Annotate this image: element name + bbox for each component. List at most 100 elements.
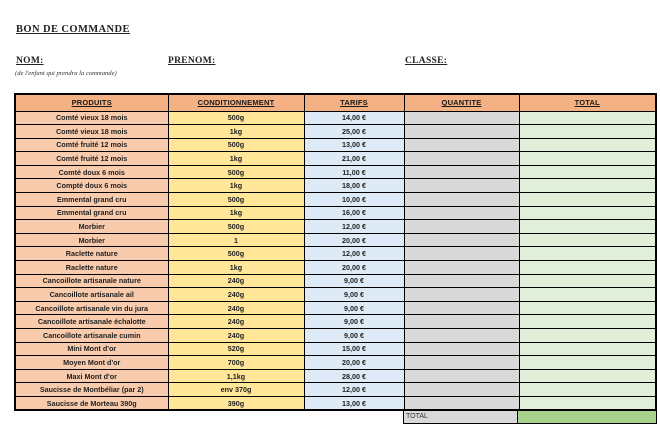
produit-cell: Cancoillote artisanale nature xyxy=(14,273,169,289)
total-cell xyxy=(518,164,657,180)
order-table: PRODUITS CONDITIONNEMENT TARIFS QUANTITE TOT… xyxy=(14,93,657,412)
tarif-cell: 12,00 € xyxy=(303,219,405,234)
produit-cell: Maxi Mont d'or xyxy=(14,368,169,384)
prenom-label: PRENOM: xyxy=(168,56,216,66)
quantite-cell xyxy=(403,260,520,275)
nom-label: NOM: xyxy=(16,56,44,66)
total-cell xyxy=(518,355,657,370)
quantite-cell xyxy=(403,395,520,411)
quantite-cell xyxy=(403,110,520,126)
produit-cell: Emmental grand cru xyxy=(14,192,169,207)
total-cell xyxy=(518,314,657,329)
conditionnement-cell: 500g xyxy=(167,137,305,153)
tarif-cell: 13,00 € xyxy=(303,395,405,411)
tarif-cell: 20,00 € xyxy=(303,232,405,248)
grand-total-row: TOTAL xyxy=(403,410,657,424)
table-row: Comté fruité 12 mois 1kg 21,00 € xyxy=(14,151,657,166)
total-cell xyxy=(518,246,657,262)
conditionnement-cell: 240g xyxy=(167,300,305,316)
table-row: Comté vieux 18 mois 500g 14,00 € xyxy=(14,110,657,126)
quantite-cell xyxy=(403,382,520,397)
quantite-cell xyxy=(403,232,520,248)
conditionnement-cell: 240g xyxy=(167,273,305,289)
total-cell xyxy=(518,205,657,221)
quantite-cell xyxy=(403,246,520,262)
produit-cell: Cancoillote artisanale échalotte xyxy=(14,314,169,329)
produit-cell: Cancoillote artisanale vin du jura xyxy=(14,300,169,316)
total-cell xyxy=(518,368,657,384)
tarif-cell: 16,00 € xyxy=(303,205,405,221)
conditionnement-cell: 1kg xyxy=(167,205,305,221)
table-row: Compté doux 6 mois 1kg 18,00 € xyxy=(14,178,657,194)
tarif-cell: 12,00 € xyxy=(303,246,405,262)
column-header-total: TOTAL xyxy=(518,93,657,112)
produit-cell: Comté fruité 12 mois xyxy=(14,151,169,166)
table-row: Cancoillote artisanale cumin 240g 9,00 € xyxy=(14,328,657,343)
produit-cell: Raclette nature xyxy=(14,246,169,262)
produit-cell: Cancoillote artisanale cumin xyxy=(14,328,169,343)
produit-cell: Cancoillote artisanale ail xyxy=(14,287,169,302)
quantite-cell xyxy=(403,178,520,194)
tarif-cell: 20,00 € xyxy=(303,260,405,275)
quantite-cell xyxy=(403,341,520,357)
column-header-conditionnement: CONDITIONNEMENT xyxy=(167,93,305,112)
conditionnement-cell: env 370g xyxy=(167,382,305,397)
produit-cell: Moyen Mont d'or xyxy=(14,355,169,370)
total-cell xyxy=(518,232,657,248)
produit-cell: Comté vieux 18 mois xyxy=(14,124,169,139)
produit-cell: Comté vieux 18 mois xyxy=(14,110,169,126)
conditionnement-cell: 500g xyxy=(167,110,305,126)
total-cell xyxy=(518,382,657,397)
total-cell xyxy=(518,395,657,411)
total-cell xyxy=(518,137,657,153)
total-cell xyxy=(518,287,657,302)
total-cell xyxy=(518,341,657,357)
order-table-header-row: PRODUITS CONDITIONNEMENT TARIFS QUANTITE TOT… xyxy=(14,93,657,112)
produit-cell: Emmental grand cru xyxy=(14,205,169,221)
total-cell xyxy=(518,219,657,234)
table-row: Comté vieux 18 mois 1kg 25,00 € xyxy=(14,124,657,139)
classe-label: CLASSE: xyxy=(405,56,448,66)
tarif-cell: 13,00 € xyxy=(303,137,405,153)
produit-cell: Mini Mont d'or xyxy=(14,341,169,357)
total-cell xyxy=(518,151,657,166)
table-row: Saucisse de Morteau 390g 390g 13,00 € xyxy=(14,395,657,411)
total-cell xyxy=(518,328,657,343)
table-row: Mini Mont d'or 520g 15,00 € xyxy=(14,341,657,357)
quantite-cell xyxy=(403,124,520,139)
conditionnement-cell: 520g xyxy=(167,341,305,357)
conditionnement-cell: 500g xyxy=(167,192,305,207)
table-row: Comté doux 6 mois 500g 11,00 € xyxy=(14,164,657,180)
total-cell xyxy=(518,110,657,126)
tarif-cell: 9,00 € xyxy=(303,300,405,316)
tarif-cell: 21,00 € xyxy=(303,151,405,166)
conditionnement-cell: 390g xyxy=(167,395,305,411)
conditionnement-cell: 1kg xyxy=(167,178,305,194)
produit-cell: Comté fruité 12 mois xyxy=(14,137,169,153)
tarif-cell: 9,00 € xyxy=(303,287,405,302)
quantite-cell xyxy=(403,300,520,316)
conditionnement-cell: 500g xyxy=(167,219,305,234)
tarif-cell: 25,00 € xyxy=(303,124,405,139)
total-cell xyxy=(518,192,657,207)
grand-total-value xyxy=(518,410,657,424)
table-row: Emmental grand cru 1kg 16,00 € xyxy=(14,205,657,221)
conditionnement-cell: 500g xyxy=(167,164,305,180)
conditionnement-cell: 1kg xyxy=(167,151,305,166)
total-cell xyxy=(518,300,657,316)
total-cell xyxy=(518,273,657,289)
table-row: Emmental grand cru 500g 10,00 € xyxy=(14,192,657,207)
produit-cell: Raclette nature xyxy=(14,260,169,275)
order-table-body: Comté vieux 18 mois 500g 14,00 € Comté vieu… xyxy=(14,110,657,411)
table-row: Cancoillote artisanale ail 240g 9,00 € xyxy=(14,287,657,302)
quantite-cell xyxy=(403,368,520,384)
tarif-cell: 9,00 € xyxy=(303,328,405,343)
quantite-cell xyxy=(403,219,520,234)
quantite-cell xyxy=(403,287,520,302)
table-row: Maxi Mont d'or 1,1kg 28,00 € xyxy=(14,368,657,384)
conditionnement-cell: 1,1kg xyxy=(167,368,305,384)
table-row: Raclette nature 500g 12,00 € xyxy=(14,246,657,262)
tarif-cell: 10,00 € xyxy=(303,192,405,207)
table-row: Cancoillote artisanale vin du jura 240g 9,… xyxy=(14,300,657,316)
quantite-cell xyxy=(403,314,520,329)
